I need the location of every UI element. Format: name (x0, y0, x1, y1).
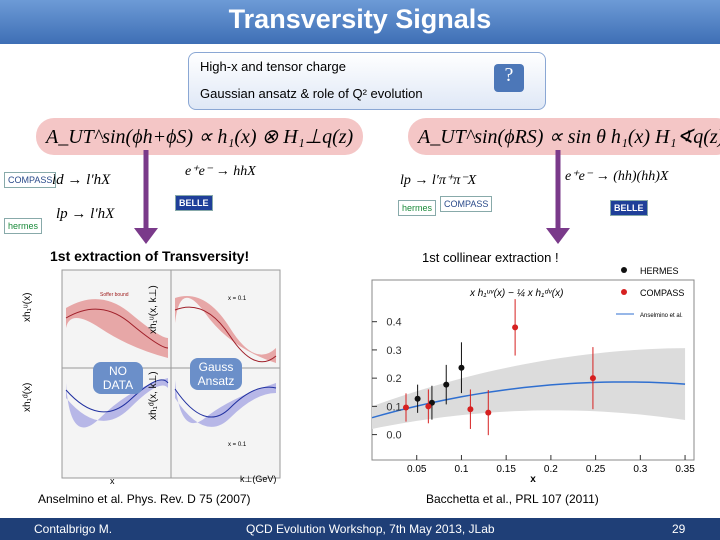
caption: 1st collinear extraction ! (422, 250, 559, 265)
logo: COMPASS (440, 196, 493, 212)
page-number: 29 (672, 522, 686, 536)
help-icon[interactable]: ? (494, 64, 524, 92)
legend-label: COMPASS (640, 288, 684, 298)
title-bar (0, 0, 720, 44)
caption: 1st extraction of Transversity! (50, 248, 250, 264)
formula: A_UT^sin(ϕh+ϕS) ∝ h₁(x) ⊗ H₁⊥q(z) (36, 118, 364, 155)
arrow (134, 150, 158, 244)
y-tick-label: 0.1 (386, 401, 401, 413)
logo: COMPASS (4, 172, 57, 188)
slide-title: Transversity Signals (228, 4, 492, 34)
data-point (458, 364, 465, 371)
data-point (485, 409, 492, 416)
formula: A_UT^sin(ϕRS) ∝ sin θ h₁(x) H₁∢q(z) (408, 118, 720, 155)
y-tick-label: 0.0 (386, 430, 401, 442)
process: lp → l′π⁺π⁻X (400, 173, 477, 188)
x-tick-label: 0.35 (675, 464, 695, 475)
inset-formula: x h₁ᵘᵛ(x) − ¼ x h₁ᵈᵛ(x) (469, 287, 563, 299)
logo: hermes (398, 200, 437, 216)
reference: Bacchetta et al., PRL 107 (2011) (426, 492, 599, 506)
legend-label: HERMES (640, 266, 679, 276)
legend-marker (621, 289, 627, 295)
y-tick-label: 0.2 (386, 373, 401, 385)
info-line: Gaussian ansatz & role of Q² evolution (200, 86, 423, 101)
info-box (188, 52, 546, 110)
x-tick-label: 0.15 (496, 464, 516, 475)
axis-label: k⊥(GeV) (240, 474, 277, 484)
legend-marker (621, 267, 627, 273)
annotation: Soffer bound (100, 292, 129, 298)
data-point (443, 381, 450, 388)
annotation: Gauss Ansatz (190, 358, 242, 390)
model-band (372, 348, 686, 429)
data-point (402, 404, 409, 411)
data-point (467, 406, 474, 413)
x-tick-label: 0.25 (586, 464, 606, 475)
process: e⁺e⁻ → (hh)(hh)X (565, 169, 669, 184)
data-point (428, 399, 435, 406)
footer-bar (0, 518, 720, 540)
left-figure (61, 269, 281, 479)
arrow (546, 150, 570, 244)
data-point (589, 375, 596, 382)
annotation: x = 0.1 (228, 442, 247, 448)
x-tick-label: 0.1 (454, 464, 468, 475)
reference: Anselmino et al. Phys. Rev. D 75 (2007) (38, 492, 251, 506)
annotation: NO DATA (93, 362, 143, 394)
footer-event: QCD Evolution Workshop, 7th May 2013, JL… (246, 522, 495, 536)
annotation: x = 0.1 (228, 296, 247, 302)
x-axis-label: x (530, 474, 536, 485)
process: ld → l′hX (52, 172, 111, 188)
footer-author: Contalbrigo M. (34, 522, 113, 536)
x-tick-label: 0.3 (633, 464, 647, 475)
logo: BELLE (610, 200, 648, 216)
x-tick-label: 0.05 (407, 464, 427, 475)
legend-label: Anselmino et al. (640, 313, 683, 319)
y-tick-label: 0.4 (386, 317, 401, 329)
model-curve (371, 381, 686, 419)
data-point (512, 324, 519, 331)
y-tick-label: 0.3 (386, 345, 401, 357)
process: lp → l′hX (56, 206, 115, 222)
x-tick-label: 0.2 (544, 464, 558, 475)
axis-label: x (110, 476, 115, 486)
logo: hermes (4, 218, 43, 234)
process: e⁺e⁻ → hhX (185, 164, 256, 179)
data-point (414, 395, 421, 402)
info-line: High-x and tensor charge (200, 59, 346, 74)
data-point (425, 403, 432, 410)
logo: BELLE (175, 195, 213, 211)
